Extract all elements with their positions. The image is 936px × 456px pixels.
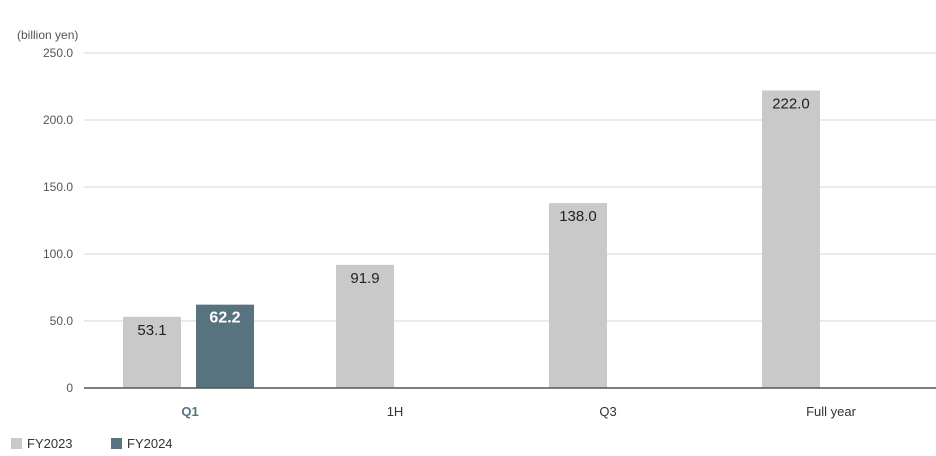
- legend-label: FY2023: [27, 436, 73, 451]
- y-tick-label: 150.0: [43, 180, 73, 194]
- y-tick-label: 100.0: [43, 247, 73, 261]
- x-tick-label: Q3: [599, 404, 616, 419]
- x-tick-label: 1H: [387, 404, 404, 419]
- x-axis: Q1 1H Q3 Full year: [84, 387, 936, 419]
- y-tick-label: 0: [66, 381, 73, 395]
- data-label: 53.1: [137, 322, 166, 339]
- data-label: 91.9: [350, 270, 379, 287]
- bar-fy2023-q3: [549, 203, 607, 388]
- bar-fy2023-1h: [336, 264, 394, 388]
- bars: 53.1 62.2 91.9 138.0 222.0: [123, 90, 820, 389]
- x-tick-label: Full year: [806, 404, 857, 419]
- legend-swatch: [111, 438, 122, 449]
- bar-fy2023-full-year: [762, 90, 820, 389]
- bar-fy2024-q1: [196, 304, 254, 388]
- y-tick-label: 50.0: [50, 314, 74, 328]
- data-label: 62.2: [209, 310, 240, 327]
- bar-fy2023-q1: [123, 316, 181, 388]
- legend-swatch: [11, 438, 22, 449]
- x-tick-label: Q1: [181, 404, 198, 419]
- unit-label: (billion yen): [17, 28, 78, 42]
- y-axis: 0 50.0 100.0 150.0 200.0 250.0: [43, 46, 73, 395]
- legend: FY2023 FY2024: [11, 436, 173, 451]
- y-tick-label: 200.0: [43, 113, 73, 127]
- y-tick-label: 250.0: [43, 46, 73, 60]
- legend-label: FY2024: [127, 436, 173, 451]
- data-label: 222.0: [772, 96, 810, 113]
- data-label: 138.0: [559, 208, 597, 225]
